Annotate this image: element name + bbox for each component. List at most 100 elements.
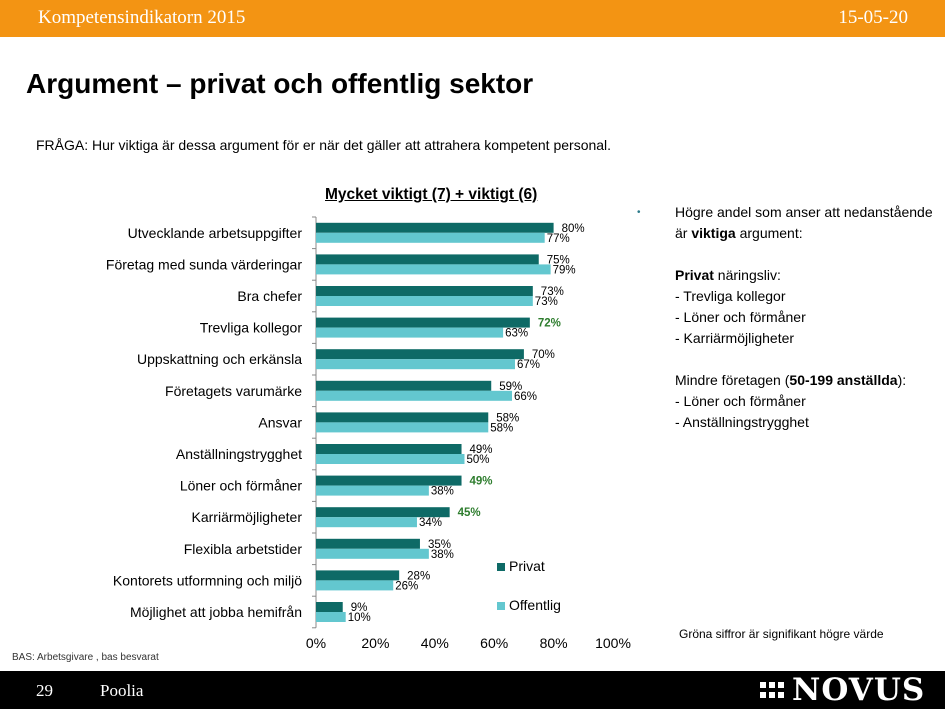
category-label: Uppskattning och erkänsla [137,351,302,367]
legend-privat-label: Privat [509,558,545,574]
value-label-offentlig: 34% [419,517,442,529]
value-label-offentlig: 77% [547,233,570,245]
notes-privat-heading: Privat näringsliv: [675,267,781,283]
bar-offentlig [316,264,551,275]
value-label-privat: 28% [407,570,430,582]
header-title: Kompetensindikatorn 2015 [38,7,246,28]
bar-privat [316,602,343,612]
value-label-offentlig: 63% [505,328,528,340]
x-tick-label: 0% [306,635,326,651]
notes-bullet: • [637,207,641,218]
legend-privat: Privat [497,558,545,574]
x-tick-label: 80% [540,635,568,651]
value-label-offentlig: 26% [395,580,418,592]
logo-wordmark: NOVUS [792,672,926,708]
bar-offentlig [316,517,417,528]
bar-privat [316,475,462,486]
value-label-privat: 9% [351,602,368,614]
category-label: Företagets varumärke [165,383,302,399]
bar-offentlig [316,580,394,591]
value-label-privat: 72% [538,318,561,330]
logo-dots-icon [760,682,786,700]
bar-offentlig [316,327,504,338]
category-label: Anställningstrygghet [176,446,302,462]
value-label-offentlig: 10% [348,612,371,624]
notes-panel: • Högre andel som anser att nedanstående… [637,202,937,433]
category-label: Löner och förmåner [180,478,303,494]
x-tick-label: 40% [421,635,449,651]
category-label: Möjlighet att jobba hemifrån [130,604,302,620]
notes-privat-item: - Karriärmöjligheter [675,330,795,346]
bar-offentlig [316,454,465,464]
notes-intro: Högre andel som anser att nedanstående ä… [675,204,933,241]
value-label-privat: 75% [547,254,570,266]
notes-mindre-heading: Mindre företagen (50-199 anställda): [675,372,907,388]
bar-offentlig [316,422,489,433]
value-label-privat: 70% [532,349,555,361]
bar-chart: Utvecklande arbetsuppgifter 80%77%Företag… [106,216,631,651]
value-label-privat: 73% [541,286,564,298]
footer-brand: Poolia [100,681,144,700]
value-label-privat: 80% [562,223,585,235]
notes-mindre-item: - Anställningstrygghet [675,414,809,430]
value-label-offentlig: 67% [517,359,540,371]
question-text: FRÅGA: Hur viktiga är dessa argument för… [36,137,612,153]
category-label: Ansvar [258,414,302,430]
bar-privat [316,317,530,328]
page-title: Argument – privat och offentlig sektor [26,68,534,99]
bar-offentlig [316,485,429,496]
x-tick-label: 100% [595,635,631,651]
category-label: Bra chefer [237,288,302,304]
notes-privat-item: - Löner och förmåner [675,309,806,325]
value-label-privat: 49% [470,476,493,488]
bar-privat [316,507,450,518]
legend-privat-swatch [497,563,505,572]
value-label-offentlig: 58% [490,422,513,434]
value-label-offentlig: 79% [553,264,576,276]
bar-privat [316,222,554,233]
base-note: BAS: Arbetsgivare , bas besvarat [12,652,159,663]
category-label: Utvecklande arbetsuppgifter [128,225,303,241]
bar-offentlig [316,548,429,559]
value-label-privat: 35% [428,539,451,551]
legend-offentlig: Offentlig [497,597,561,613]
header-date: 15-05-20 [838,7,908,28]
category-label: Kontorets utformning och miljö [113,572,302,588]
value-label-offentlig: 38% [431,549,454,561]
bar-offentlig [316,390,513,401]
page-number: 29 [36,681,53,700]
legend-offentlig-label: Offentlig [509,597,561,613]
category-label: Karriärmöjligheter [192,509,303,525]
bar-privat [316,570,400,581]
bar-offentlig [316,296,533,306]
bar-privat [316,349,524,360]
x-tick-label: 60% [480,635,508,651]
footer-bar: 29 Poolia NOVUS [0,671,945,709]
bar-privat [316,412,489,423]
value-label-privat: 49% [470,444,493,456]
category-label: Trevliga kollegor [200,320,303,336]
footnote: Gröna siffror är signifikant högre värde [679,627,884,641]
value-label-offentlig: 73% [535,296,558,308]
header-bar: Kompetensindikatorn 2015 15-05-20 [0,0,945,37]
value-label-offentlig: 50% [467,454,490,466]
notes-mindre-item: - Löner och förmåner [675,393,806,409]
value-label-privat: 58% [496,412,519,424]
x-tick-label: 20% [361,635,389,651]
bar-privat [316,538,420,549]
bar-privat [316,254,539,265]
bar-privat [316,286,533,296]
bar-privat [316,444,462,454]
bar-privat [316,380,492,391]
value-label-privat: 45% [458,507,481,519]
bar-offentlig [316,232,545,243]
value-label-privat: 59% [499,381,522,393]
category-label: Företag med sunda värderingar [106,256,302,272]
notes-privat-item: - Trevliga kollegor [675,288,786,304]
legend-offentlig-swatch [497,602,505,611]
bar-offentlig [316,359,515,370]
category-label: Flexibla arbetstider [184,541,303,557]
chart-title: Mycket viktigt (7) + viktigt (6) [325,186,538,203]
value-label-offentlig: 66% [514,391,537,403]
bar-offentlig [316,612,346,622]
